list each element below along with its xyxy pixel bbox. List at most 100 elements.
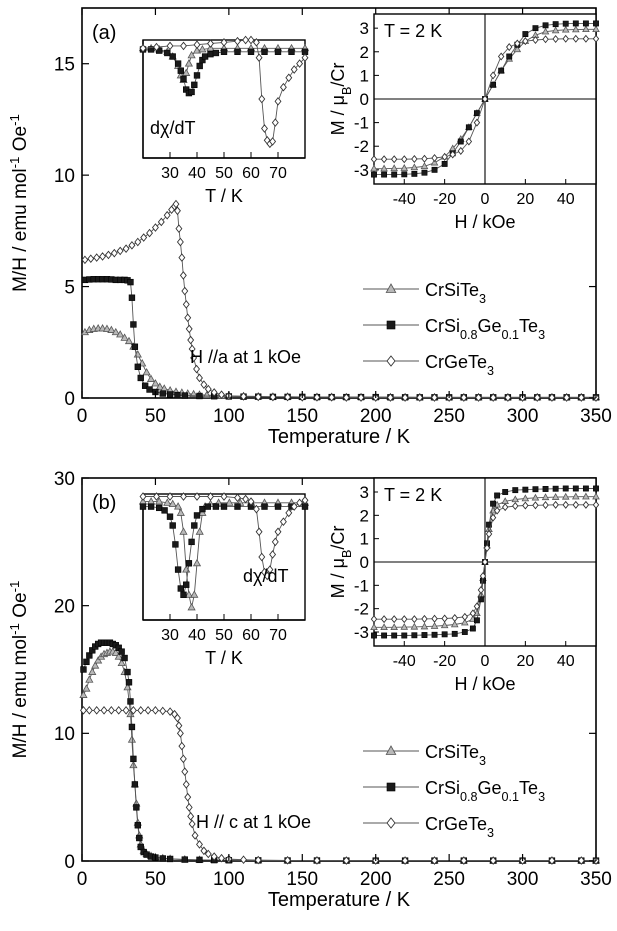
data-point-square <box>421 169 428 176</box>
data-point-diamond <box>269 392 277 402</box>
panel-a-series <box>80 199 601 402</box>
data-point-square <box>131 343 139 350</box>
data-point-triangle <box>151 379 160 387</box>
x-tick-label: 100 <box>213 869 245 890</box>
data-point-diamond <box>532 35 539 44</box>
panel-b-panel-label: (b) <box>92 492 116 514</box>
series-line-diamond <box>84 202 596 399</box>
data-point-diamond <box>179 271 187 280</box>
panel-a-legend: CrSiTe3 CrSi0.8Ge0.1Te3 CrGeTe3 <box>363 280 545 378</box>
data-point-triangle <box>117 658 126 667</box>
data-point-diamond <box>140 233 148 242</box>
y-tick-label: 30 <box>54 469 75 490</box>
data-point-triangle <box>551 26 560 34</box>
data-point-diamond <box>475 393 482 402</box>
data-point-square <box>172 541 179 548</box>
inset-y-tick-label: 1 <box>360 530 369 549</box>
data-point-diamond <box>204 384 212 394</box>
data-point-triangle <box>450 620 459 628</box>
y-tick-label: 15 <box>54 55 75 76</box>
data-point-diamond <box>80 706 87 715</box>
data-point-diamond <box>187 811 195 821</box>
data-point-diamond <box>285 73 293 83</box>
data-point-triangle <box>79 690 88 698</box>
data-point-diamond <box>252 38 260 47</box>
data-point-diamond <box>172 199 180 209</box>
data-point-square <box>196 62 203 70</box>
panel-b-inset-dchi-series <box>138 492 310 611</box>
data-point-diamond <box>483 543 491 553</box>
data-point-diamond <box>179 754 187 764</box>
data-point-square <box>183 581 190 588</box>
data-point-triangle <box>380 164 388 172</box>
data-point-diamond <box>421 614 428 623</box>
data-point-triangle <box>541 493 550 501</box>
data-point-diamond <box>234 36 241 46</box>
data-point-square <box>220 48 228 55</box>
data-point-diamond <box>157 217 165 227</box>
data-point-triangle <box>561 492 570 500</box>
panel-b-inset-mh: -40 -20 0 20 40 -3 -2 -1 0 1 2 3 H / kOe M / μB/Cr T =… <box>328 477 600 694</box>
data-point-diamond <box>296 59 304 68</box>
data-point-diamond <box>290 502 298 511</box>
data-point-diamond <box>166 41 174 51</box>
data-point-diamond <box>290 65 298 74</box>
data-point-square <box>147 503 155 510</box>
data-point-diamond <box>274 527 282 537</box>
data-point-diamond <box>185 803 193 812</box>
data-point-square <box>532 25 539 32</box>
data-point-diamond <box>522 37 529 46</box>
data-point-diamond <box>184 313 192 323</box>
inset-x-tick-label: 40 <box>557 191 575 208</box>
data-point-diamond <box>489 393 497 402</box>
data-point-square <box>181 856 188 863</box>
data-point-triangle <box>370 164 378 172</box>
data-point-diamond <box>266 565 274 574</box>
data-point-diamond <box>175 721 183 730</box>
data-point-diamond <box>110 248 118 258</box>
data-point-diamond <box>582 34 590 43</box>
data-point-triangle <box>400 622 409 630</box>
data-point-triangle <box>390 623 398 631</box>
data-point-square <box>147 46 155 53</box>
x-tick-label: 350 <box>580 869 612 890</box>
data-point-square <box>196 856 203 864</box>
data-point-triangle <box>430 158 439 166</box>
data-point-triangle <box>410 622 419 630</box>
inset-x-tick-label: 60 <box>242 627 260 644</box>
data-point-diamond <box>548 856 556 865</box>
data-point-diamond <box>477 585 485 595</box>
data-point-square <box>161 507 168 514</box>
inset-y-tick-label: 2 <box>360 506 369 525</box>
data-point-square <box>159 390 166 397</box>
data-point-triangle <box>116 330 125 338</box>
data-point-diamond <box>85 706 93 715</box>
data-point-diamond <box>185 324 193 334</box>
data-point-diamond <box>401 615 408 624</box>
data-point-diamond <box>301 53 309 63</box>
panel-a-panel-label: (a) <box>92 22 116 44</box>
data-point-diamond <box>122 244 130 254</box>
panel-b-xlabel: Temperature / K <box>268 889 411 911</box>
data-point-triangle <box>390 164 398 172</box>
data-point-square <box>386 320 396 330</box>
data-point-diamond <box>572 34 580 43</box>
data-point-diamond <box>261 124 268 133</box>
inset-y-tick-label: 2 <box>360 43 369 62</box>
data-point-diamond <box>390 615 398 624</box>
data-point-square <box>127 698 134 705</box>
inset-x-tick-label: 50 <box>215 627 233 644</box>
data-point-diamond <box>255 527 263 537</box>
data-point-diamond <box>370 615 378 624</box>
data-point-diamond <box>342 393 350 402</box>
data-point-diamond <box>210 852 218 861</box>
data-point-diamond <box>240 392 247 401</box>
data-point-square <box>146 386 153 393</box>
data-point-diamond <box>562 500 569 509</box>
data-point-diamond <box>93 253 101 262</box>
data-point-square <box>174 391 181 399</box>
panel-b-inset-dchi-xlabel: T / K <box>205 648 243 668</box>
data-point-square <box>130 321 137 328</box>
panel-b-inset-mh-xlabel: H / kOe <box>454 674 515 694</box>
